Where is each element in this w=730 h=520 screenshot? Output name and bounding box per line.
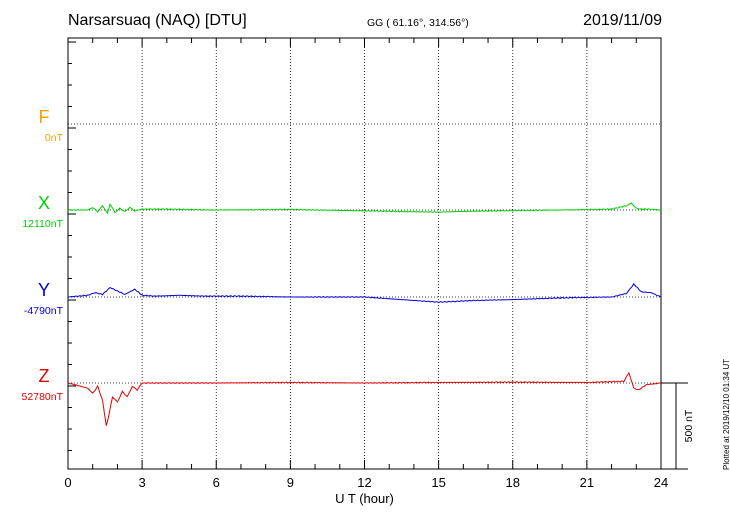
series-baseline-f: 0nT [45, 132, 64, 144]
x-tick-label: 24 [654, 475, 668, 490]
x-tick-label: 3 [139, 475, 146, 490]
series-baseline-y: -4790nT [24, 305, 64, 317]
x-tick-label: 9 [287, 475, 294, 490]
trace-x [67, 202, 662, 215]
trace-y [67, 282, 662, 304]
series-baseline-x: 12110nT [22, 218, 63, 230]
x-tick-label: 18 [506, 475, 520, 490]
scale-bar-label: 500 nT [683, 409, 695, 442]
series-name-z: Z [39, 366, 50, 386]
x-tick-label: 21 [580, 475, 594, 490]
x-tick-label: 6 [213, 475, 220, 490]
station-title: Narsarsuaq (NAQ) [DTU] [68, 12, 247, 29]
x-tick-label: 12 [357, 475, 371, 490]
trace-z [67, 371, 661, 426]
x-tick-label: 15 [431, 475, 445, 490]
geo-coordinates: GG ( 61.16°, 314.56°) [367, 17, 469, 29]
x-tick-label: 0 [64, 475, 71, 490]
series-baseline-z: 52780nT [22, 391, 64, 403]
series-name-y: Y [38, 280, 50, 300]
plotted-timestamp: Plotted at 2019/12/10 01:34 UT [722, 358, 730, 470]
series-name-x: X [38, 193, 50, 213]
series-name-f: F [39, 107, 50, 127]
chart-date: 2019/11/09 [583, 12, 662, 29]
x-axis-label: U T (hour) [335, 491, 394, 506]
